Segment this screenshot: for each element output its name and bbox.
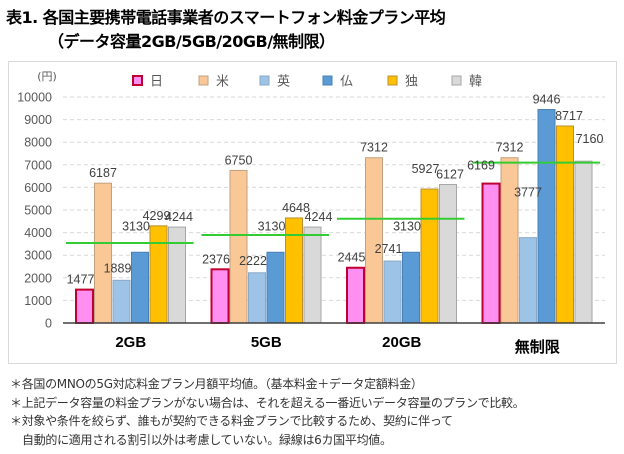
data-label: 3130 — [258, 219, 286, 233]
y-tick-label: 7000 — [24, 158, 52, 172]
chart-subtitle: （データ容量2GB/5GB/20GB/無制限） — [48, 32, 335, 51]
data-label: 1477 — [67, 273, 95, 287]
y-tick-label: 2000 — [24, 271, 52, 285]
y-tick-label: 3000 — [24, 249, 52, 263]
data-label: 6750 — [225, 153, 253, 167]
bar-独 — [420, 188, 439, 324]
legend-label: 英 — [277, 75, 290, 90]
bar-日 — [346, 266, 365, 325]
bar-独 — [149, 225, 168, 324]
footnote-3: ＊対象や条件を絞らず、誰もが契約できる料金プランで比較するため、契約に伴って — [10, 414, 453, 428]
legend-swatch — [259, 75, 270, 86]
data-label: 1889 — [104, 261, 132, 275]
y-tick-label: 0 — [45, 317, 52, 331]
legend-label: 韓 — [469, 75, 482, 90]
category-label: 5GB — [251, 334, 282, 351]
bar-英 — [112, 279, 131, 324]
average-lines — [66, 161, 600, 245]
chart-frame — [8, 61, 617, 364]
footnotes: ＊各国のMNOの5G対応料金プラン月額平均値。（基本料金＋データ定額料金） ＊上… — [10, 375, 525, 449]
legend-item: 仏 — [322, 75, 353, 90]
y-tick-label: 5000 — [24, 204, 52, 218]
legend-swatch — [132, 75, 143, 86]
bar-米 — [365, 157, 383, 324]
category-label: 20GB — [382, 334, 421, 351]
data-label: 3777 — [514, 186, 542, 200]
legend-swatch — [322, 75, 333, 86]
bar-米 — [229, 169, 248, 324]
legend-item: 英 — [259, 75, 290, 90]
bar-韓 — [574, 160, 593, 324]
data-label: 6127 — [436, 168, 464, 182]
y-tick-label: 6000 — [24, 181, 52, 195]
data-label: 9446 — [533, 93, 561, 107]
bar-韓 — [168, 226, 186, 324]
data-label: 8717 — [555, 109, 583, 123]
bar-英 — [383, 260, 402, 324]
bar-英 — [519, 237, 537, 324]
bar-仏 — [131, 251, 149, 324]
legend-swatch — [387, 75, 398, 86]
data-label: 2445 — [338, 251, 366, 265]
legend-item: 独 — [387, 75, 418, 90]
legend-item: 米 — [198, 75, 229, 90]
y-tick-label: 10000 — [17, 91, 52, 105]
data-label: 2741 — [375, 242, 403, 256]
data-label: 3130 — [393, 219, 421, 233]
category-labels: 2GB 5GB 20GB 無制限 — [115, 334, 559, 356]
bar-日 — [75, 288, 94, 325]
y-axis-ticks: 0 1000 2000 3000 4000 5000 6000 7000 8000 9000 100… — [17, 91, 52, 331]
legend-label: 日 — [150, 75, 163, 90]
data-label: 7160 — [576, 132, 604, 146]
data-label: 7312 — [360, 141, 388, 155]
bar-米 — [500, 157, 519, 324]
data-label: 6187 — [89, 166, 117, 180]
y-tick-label: 9000 — [24, 113, 52, 127]
data-label: 3130 — [122, 219, 150, 233]
legend-label: 米 — [216, 75, 229, 90]
legend-item: 韓 — [451, 75, 482, 90]
category-label: 2GB — [115, 334, 146, 351]
chart-title: 表1. 各国主要携帯電話事業者のスマートフォン料金プラン平均 — [6, 8, 446, 27]
data-label: 4244 — [305, 210, 333, 224]
bar-韓 — [439, 184, 457, 324]
bar-韓 — [303, 226, 322, 324]
bar-仏 — [266, 251, 285, 324]
bar-米 — [94, 182, 112, 324]
data-label: 4299 — [143, 209, 171, 223]
bar-独 — [556, 125, 574, 324]
footnote-1: ＊各国のMNOの5G対応料金プラン月額平均値。（基本料金＋データ定額料金） — [10, 377, 423, 391]
y-tick-label: 8000 — [24, 136, 52, 150]
footnote-2: ＊上記データ容量の料金プランがない場合は、それを超える一番近いデータ容量のプラン… — [10, 395, 525, 410]
data-label: 2376 — [202, 252, 230, 266]
y-tick-label: 1000 — [24, 294, 52, 308]
footnote-3-continued: 自動的に適用される割引以外は考慮していない。緑線は6カ国平均値。 — [22, 432, 392, 447]
legend-label: 仏 — [340, 75, 353, 90]
bar-仏 — [537, 109, 556, 324]
legend-item: 日 — [132, 75, 163, 90]
data-label: 6169 — [467, 159, 495, 173]
data-label: 5927 — [412, 162, 440, 176]
data-labels: 1477618718893130429942442376675022223130… — [67, 93, 604, 287]
bar-日 — [210, 268, 230, 324]
bar-日 — [481, 182, 501, 324]
y-axis-unit-label: (円) — [37, 70, 57, 83]
data-label: 7312 — [496, 141, 524, 155]
bar-仏 — [402, 251, 420, 324]
bars — [75, 109, 593, 325]
bar-独 — [285, 217, 303, 324]
data-label: 4648 — [282, 201, 310, 215]
y-tick-label: 4000 — [24, 226, 52, 240]
data-label: 4244 — [165, 210, 193, 224]
legend-swatch — [198, 75, 209, 86]
data-label: 2222 — [239, 254, 267, 268]
bar-英 — [248, 272, 266, 324]
legend-swatch — [451, 75, 462, 86]
category-label: 無制限 — [515, 338, 560, 356]
legend: 日米英仏独韓 — [132, 75, 482, 90]
legend-label: 独 — [405, 75, 418, 90]
